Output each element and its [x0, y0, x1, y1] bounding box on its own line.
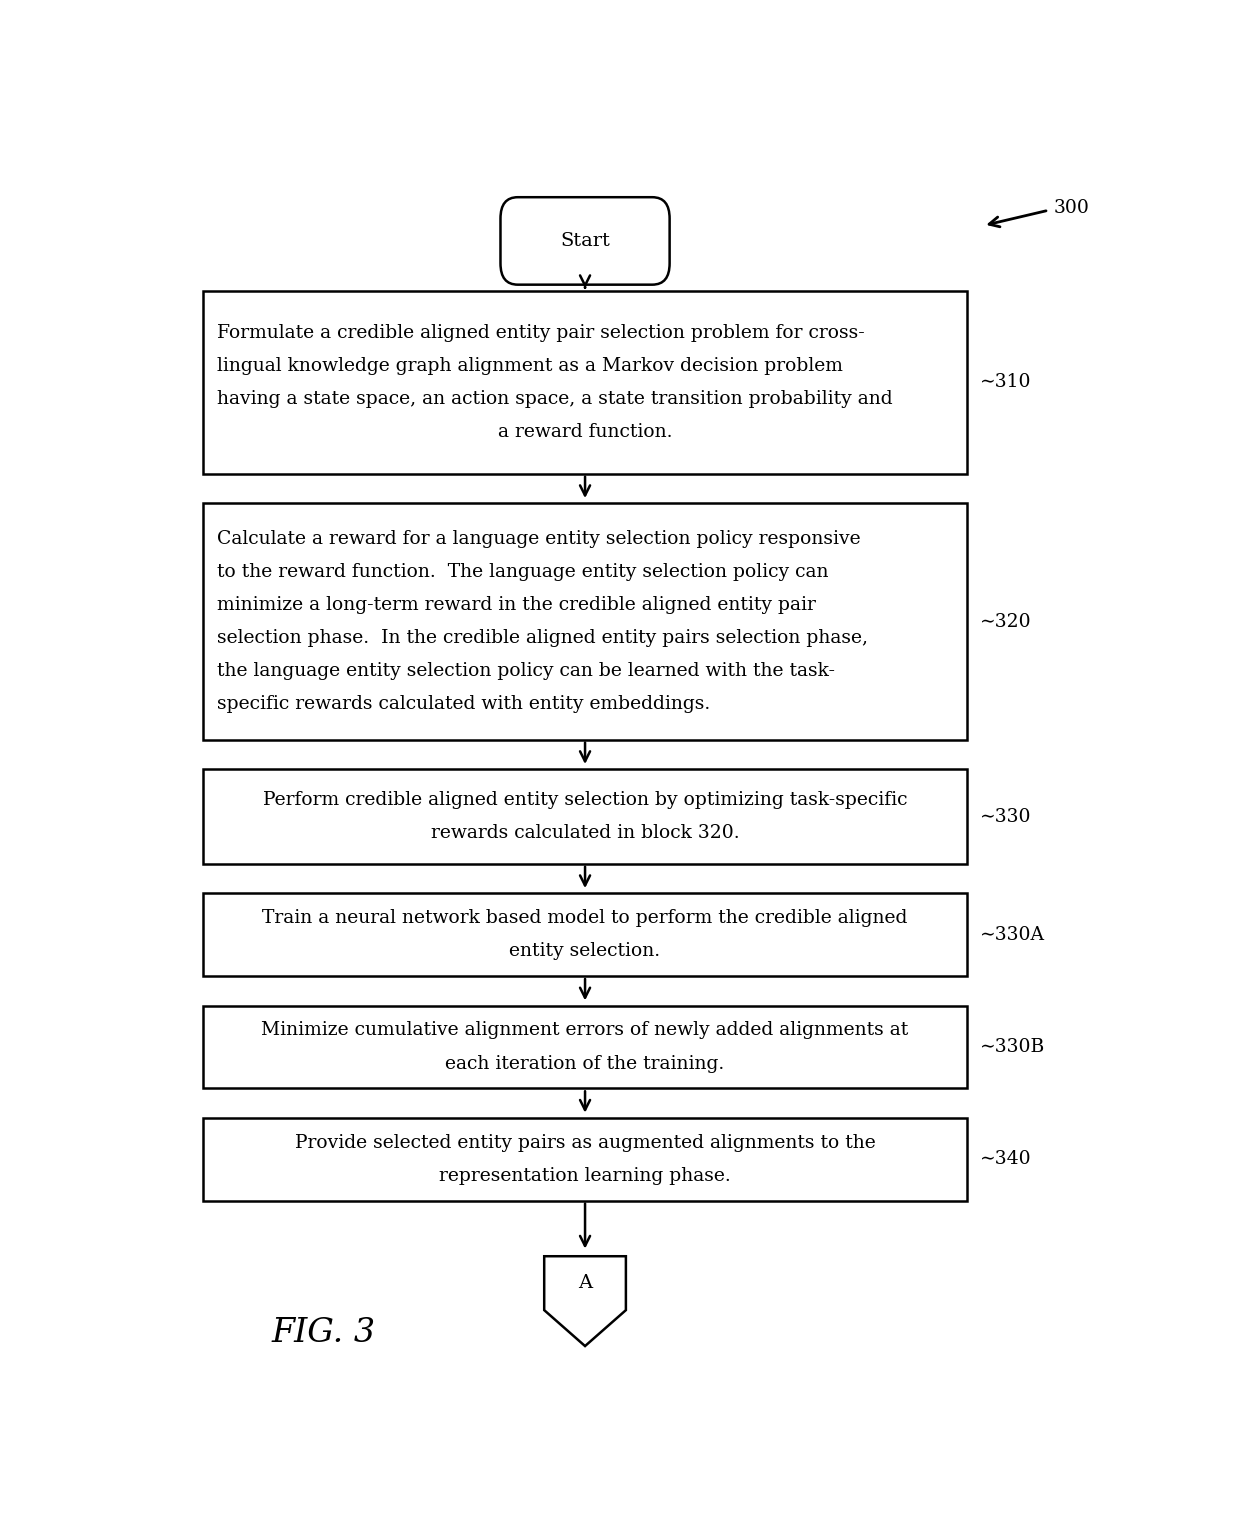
- FancyBboxPatch shape: [203, 1117, 967, 1200]
- Text: specific rewards calculated with entity embeddings.: specific rewards calculated with entity …: [217, 695, 711, 714]
- Text: Start: Start: [560, 232, 610, 250]
- Text: ∼330B: ∼330B: [978, 1038, 1044, 1056]
- Text: FIG. 3: FIG. 3: [272, 1317, 376, 1349]
- FancyBboxPatch shape: [203, 769, 967, 864]
- Text: ∼330A: ∼330A: [978, 926, 1044, 944]
- Text: Train a neural network based model to perform the credible aligned: Train a neural network based model to pe…: [263, 909, 908, 927]
- Text: having a state space, an action space, a state transition probability and: having a state space, an action space, a…: [217, 390, 893, 408]
- Text: minimize a long-term reward in the credible aligned entity pair: minimize a long-term reward in the credi…: [217, 596, 816, 614]
- Text: ∼330: ∼330: [978, 807, 1030, 826]
- Text: Provide selected entity pairs as augmented alignments to the: Provide selected entity pairs as augment…: [295, 1134, 875, 1151]
- Text: rewards calculated in block 320.: rewards calculated in block 320.: [430, 824, 739, 843]
- Text: representation learning phase.: representation learning phase.: [439, 1167, 730, 1185]
- Text: ∼340: ∼340: [978, 1150, 1030, 1168]
- Text: a reward function.: a reward function.: [497, 422, 672, 441]
- Text: to the reward function.  The language entity selection policy can: to the reward function. The language ent…: [217, 563, 830, 580]
- Text: selection phase.  In the credible aligned entity pairs selection phase,: selection phase. In the credible aligned…: [217, 629, 868, 648]
- Text: lingual knowledge graph alignment as a Markov decision problem: lingual knowledge graph alignment as a M…: [217, 356, 843, 375]
- FancyBboxPatch shape: [203, 290, 967, 474]
- Text: entity selection.: entity selection.: [510, 942, 661, 961]
- Text: the language entity selection policy can be learned with the task-: the language entity selection policy can…: [217, 662, 836, 680]
- FancyBboxPatch shape: [203, 503, 967, 740]
- Text: Minimize cumulative alignment errors of newly added alignments at: Minimize cumulative alignment errors of …: [262, 1021, 909, 1039]
- Text: each iteration of the training.: each iteration of the training.: [445, 1055, 724, 1073]
- Text: A: A: [578, 1274, 593, 1292]
- FancyBboxPatch shape: [501, 196, 670, 284]
- FancyBboxPatch shape: [203, 1005, 967, 1088]
- Text: Formulate a credible aligned entity pair selection problem for cross-: Formulate a credible aligned entity pair…: [217, 324, 866, 341]
- Polygon shape: [544, 1256, 626, 1346]
- Text: 300: 300: [1054, 200, 1090, 216]
- Text: ∼320: ∼320: [978, 612, 1030, 631]
- Text: Calculate a reward for a language entity selection policy responsive: Calculate a reward for a language entity…: [217, 530, 861, 548]
- Text: Perform credible aligned entity selection by optimizing task-specific: Perform credible aligned entity selectio…: [263, 791, 908, 809]
- Text: ∼310: ∼310: [978, 373, 1030, 391]
- FancyBboxPatch shape: [203, 893, 967, 976]
